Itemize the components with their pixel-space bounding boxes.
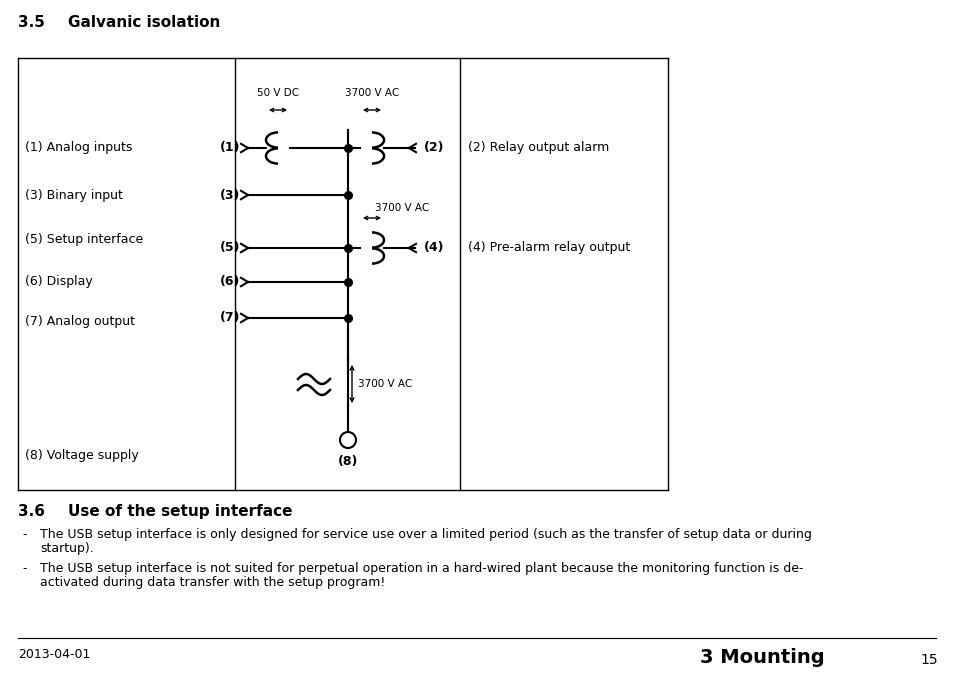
Text: Galvanic isolation: Galvanic isolation — [68, 15, 220, 30]
Text: (1): (1) — [219, 141, 240, 154]
Text: (6) Display: (6) Display — [25, 276, 92, 288]
Text: (1) Analog inputs: (1) Analog inputs — [25, 141, 132, 154]
Text: 3.6: 3.6 — [18, 504, 45, 519]
Text: (5): (5) — [219, 242, 240, 255]
Text: startup).: startup). — [40, 542, 93, 555]
Text: -: - — [22, 562, 27, 575]
Text: (7) Analog output: (7) Analog output — [25, 315, 135, 328]
Text: (2) Relay output alarm: (2) Relay output alarm — [468, 141, 609, 154]
Text: The USB setup interface is only designed for service use over a limited period (: The USB setup interface is only designed… — [40, 528, 811, 541]
Text: (8): (8) — [337, 455, 357, 468]
Text: 3700 V AC: 3700 V AC — [375, 203, 429, 213]
Text: 3.5: 3.5 — [18, 15, 45, 30]
Text: 3 Mounting: 3 Mounting — [700, 648, 823, 667]
Text: Use of the setup interface: Use of the setup interface — [68, 504, 293, 519]
Text: 3700 V AC: 3700 V AC — [357, 379, 412, 389]
Text: 3700 V AC: 3700 V AC — [345, 88, 398, 98]
Text: (5) Setup interface: (5) Setup interface — [25, 234, 143, 246]
Text: (3): (3) — [219, 188, 240, 202]
Text: (4): (4) — [423, 242, 444, 255]
Text: 2013-04-01: 2013-04-01 — [18, 648, 91, 661]
Text: 15: 15 — [919, 653, 937, 667]
Text: -: - — [22, 528, 27, 541]
Text: (2): (2) — [423, 141, 444, 154]
Text: (6): (6) — [219, 276, 240, 288]
Text: (3) Binary input: (3) Binary input — [25, 188, 123, 202]
Text: (8) Voltage supply: (8) Voltage supply — [25, 448, 138, 462]
Text: (4) Pre-alarm relay output: (4) Pre-alarm relay output — [468, 242, 630, 255]
Text: The USB setup interface is not suited for perpetual operation in a hard-wired pl: The USB setup interface is not suited fo… — [40, 562, 802, 575]
Text: 50 V DC: 50 V DC — [256, 88, 298, 98]
Text: activated during data transfer with the setup program!: activated during data transfer with the … — [40, 576, 385, 589]
Text: (7): (7) — [219, 311, 240, 324]
